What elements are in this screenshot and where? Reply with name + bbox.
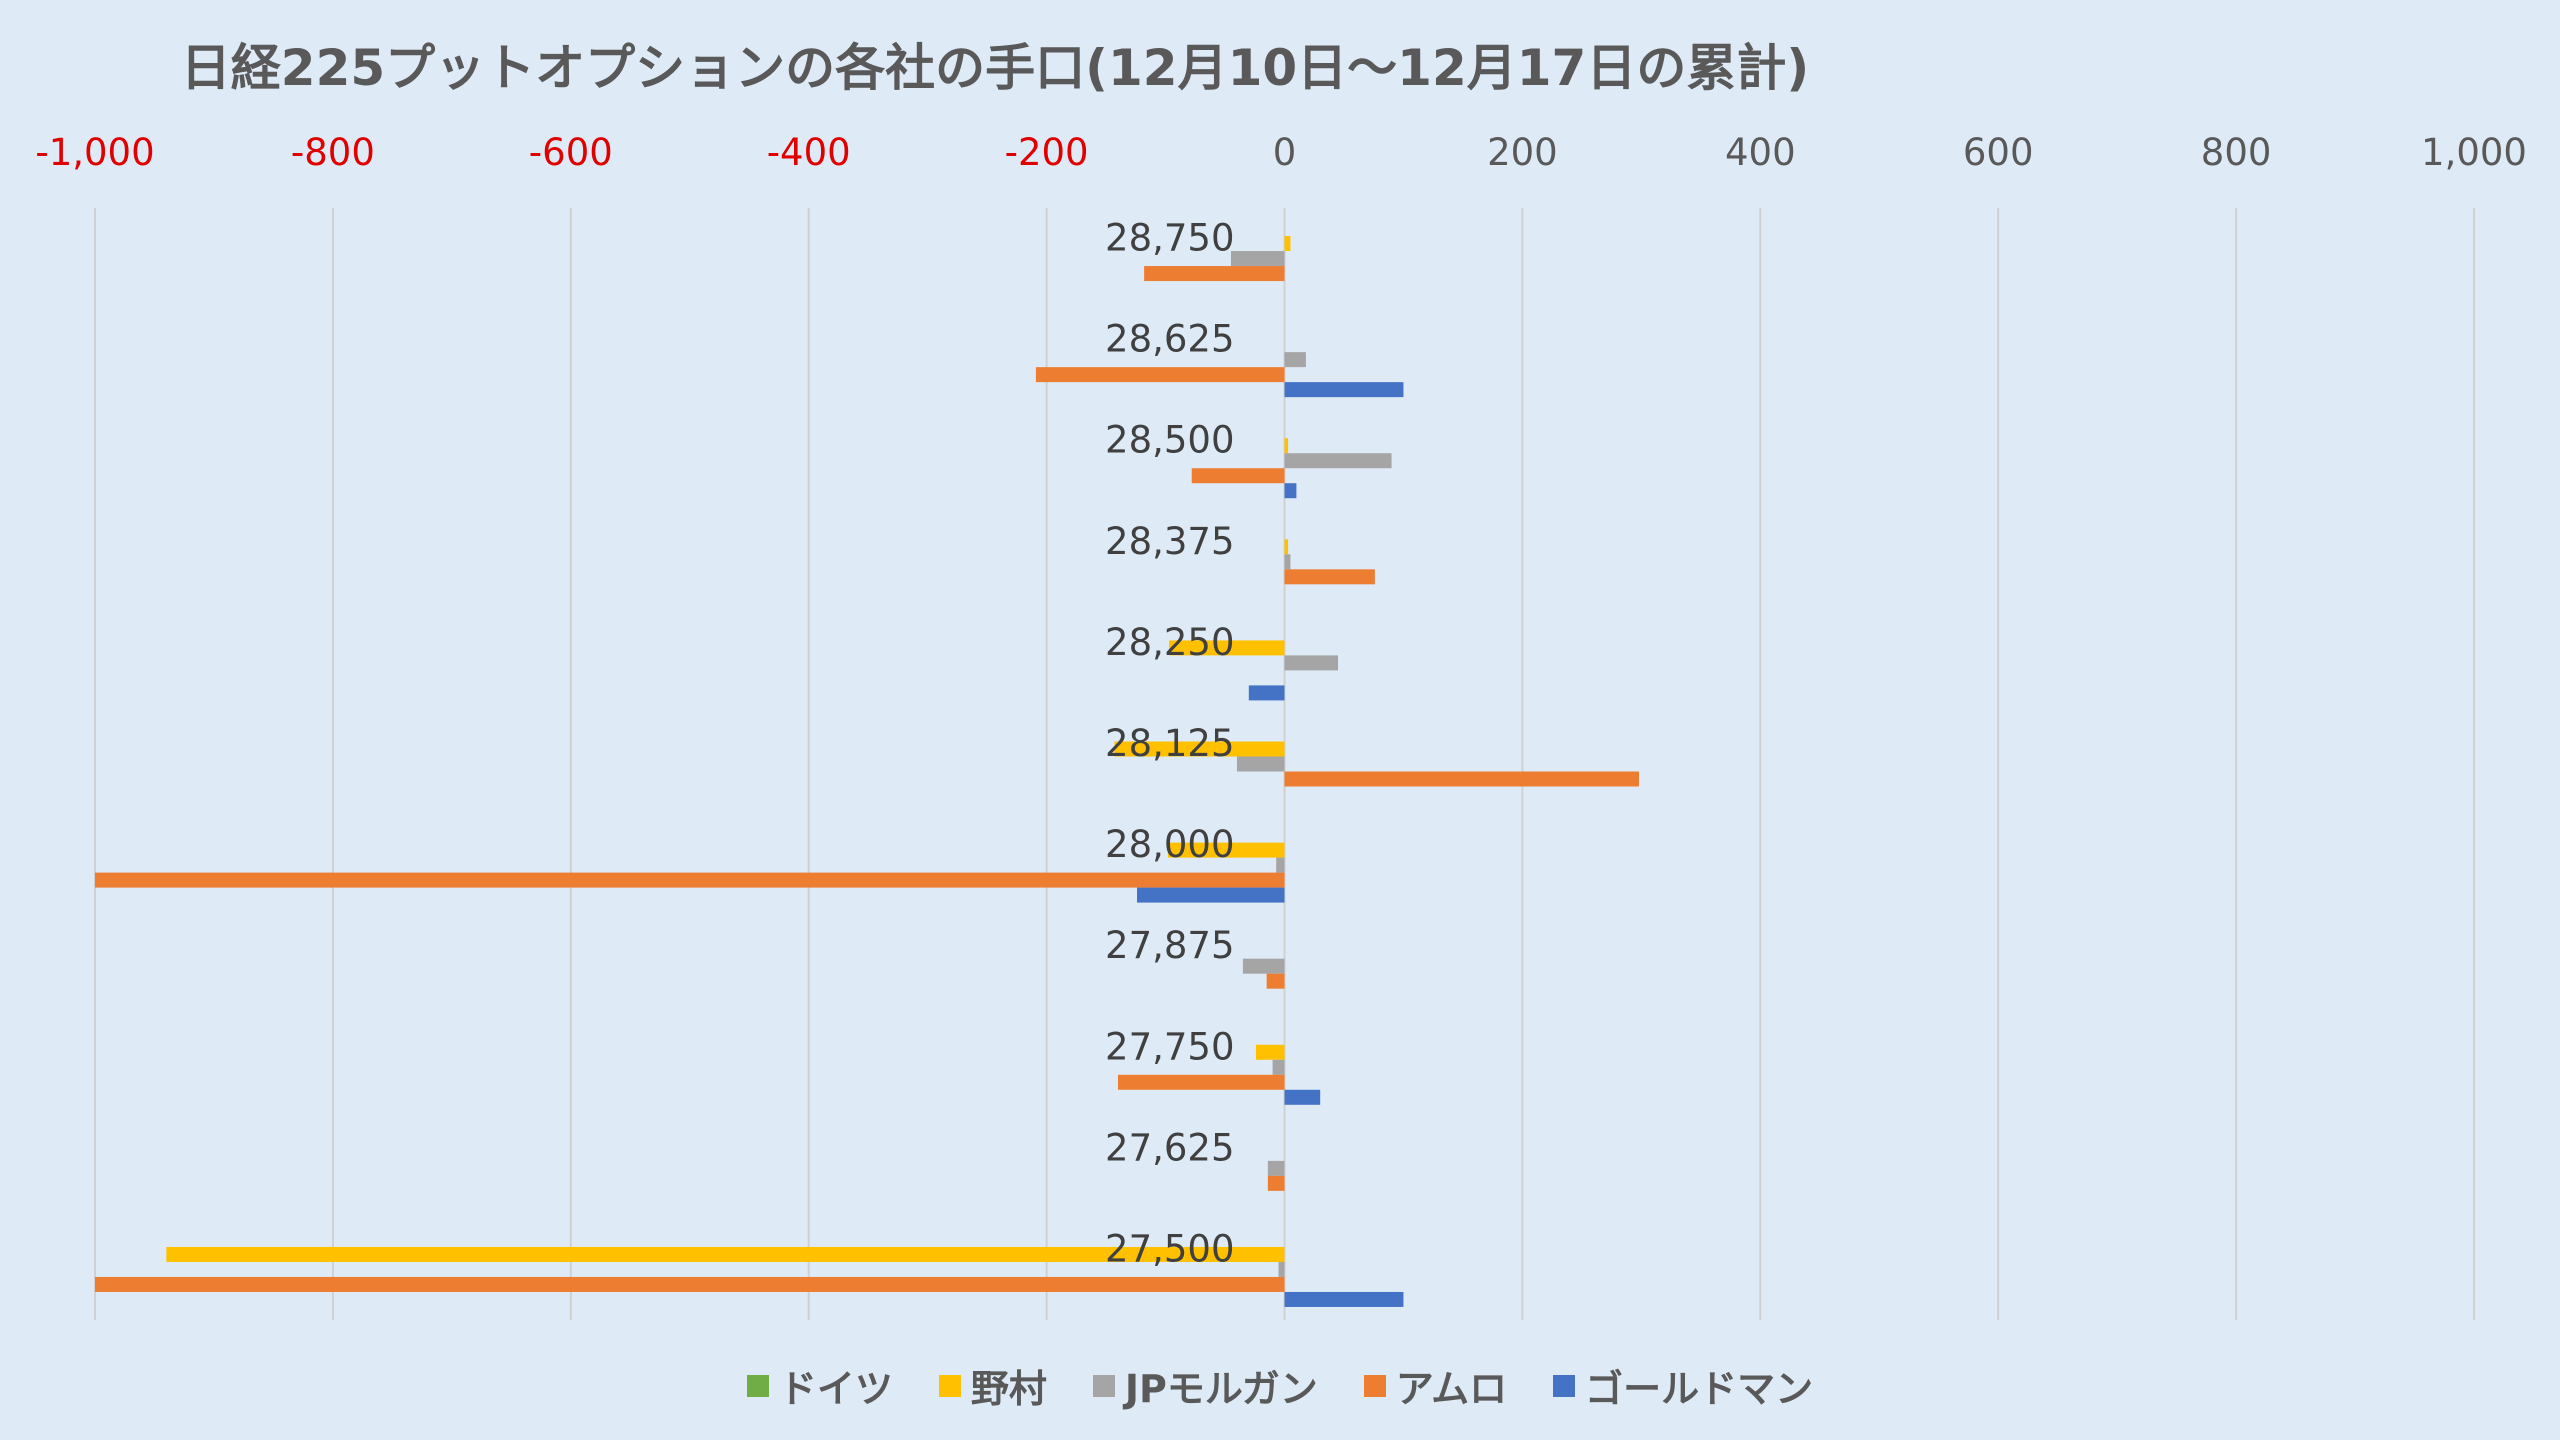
legend-label: 野村 [970,1367,1047,1411]
bar [1284,539,1289,555]
legend-item: JPモルガン [1092,1358,1318,1413]
x-tick-label: -1,000 [35,131,154,174]
x-tick-label: 0 [1273,131,1297,174]
x-tick-label: 200 [1487,131,1558,174]
category-label: 28,750 [1105,217,1234,260]
category-label: 28,250 [1105,621,1234,664]
bar [1278,1261,1285,1277]
bar [1267,1160,1285,1176]
legend-label: ゴールドマン [1585,1367,1814,1411]
bar [1114,741,1285,757]
category-label: 28,125 [1105,722,1234,765]
bar [1284,236,1291,252]
category-labels: 28,750 28,625 28,500 28,375 28,250 28,125 28,0… [1105,217,1234,1271]
gridlines [94,208,2475,1320]
bar [166,1246,1285,1262]
chart-title: 日経225プットオプションの各社の手口(12月10日～12月17日の累計) [180,39,1810,97]
bar [1284,1291,1404,1307]
category-label: 28,625 [1105,318,1234,361]
legend-item: 野村 [938,1358,1047,1413]
category-label: 27,625 [1105,1126,1234,1169]
bars [95,236,1639,1307]
x-tick-label: -400 [767,131,851,174]
legend-item: ドイツ [746,1358,893,1413]
bar [1284,1089,1321,1105]
bar [1284,438,1289,454]
bar [1267,1175,1285,1191]
bar [1169,640,1285,656]
bar [95,872,1285,888]
legend-label: ドイツ [778,1367,893,1411]
bar [1144,266,1285,282]
bar [1284,453,1392,469]
bar [1248,685,1285,701]
x-tick-label: -800 [291,131,375,174]
legend-item: ゴールドマン [1553,1358,1813,1413]
bar [1284,352,1306,368]
bar [1117,1074,1285,1090]
legend-swatch [746,1374,769,1397]
bar [1284,382,1404,398]
x-tick-label: 400 [1725,131,1796,174]
bar [1242,958,1285,974]
legend-item: アムロ [1363,1358,1508,1413]
bar [1236,756,1285,772]
bar [95,1276,1285,1292]
x-axis-ticks: -1,000 -800 -600 -400 -200 0 200 400 600 800 1,000 [35,131,2527,174]
bar [1284,771,1639,787]
bar [1137,887,1285,903]
x-tick-label: 1,000 [2421,131,2527,174]
bar [1255,1044,1285,1060]
legend-label: JPモルガン [1124,1367,1318,1411]
legend-swatch [1363,1374,1386,1397]
category-label: 28,375 [1105,520,1234,563]
bar [1284,554,1291,570]
category-label: 27,750 [1105,1025,1234,1068]
legend: ドイツ 野村 JPモルガン アムロ ゴールドマン [0,1358,2560,1413]
bar [1266,973,1285,989]
x-tick-label: 600 [1963,131,2034,174]
bar [1284,483,1297,499]
legend-swatch [1553,1374,1576,1397]
category-label: 27,500 [1105,1227,1234,1270]
legend-label: アムロ [1395,1367,1508,1411]
bar [1230,251,1285,267]
legend-swatch [938,1374,961,1397]
x-tick-label: -600 [529,131,613,174]
bar [1276,857,1285,873]
category-label: 27,875 [1105,924,1234,967]
category-label: 28,500 [1105,419,1234,462]
x-tick-label: 800 [2201,131,2272,174]
bar [1035,367,1285,383]
bar [1272,1059,1285,1075]
bar [1284,655,1339,671]
legend-swatch [1092,1374,1115,1397]
bar [1167,842,1285,858]
x-tick-label: -200 [1005,131,1089,174]
category-label: 28,000 [1105,823,1234,866]
bar [1284,569,1375,585]
bar [1191,468,1285,484]
